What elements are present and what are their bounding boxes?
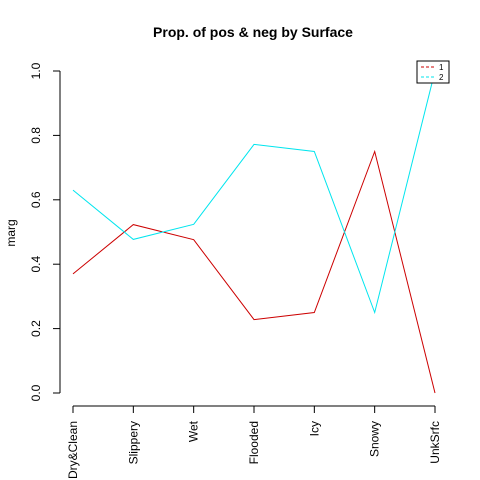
series-line-2 <box>72 70 436 315</box>
legend-label-2: 2 <box>439 73 444 82</box>
series-line-1 <box>72 149 436 394</box>
legend: 12 <box>416 60 450 84</box>
series-layer <box>72 70 436 394</box>
x-tick-label: Snowy <box>368 421 382 457</box>
x-tick-label: Flooded <box>247 421 261 464</box>
y-tick-label: 1.0 <box>29 62 43 79</box>
y-axis-label: marg <box>4 219 18 246</box>
legend-label-1: 1 <box>439 63 444 72</box>
x-tick-label: Wet <box>187 420 201 442</box>
y-tick-label: 0.6 <box>29 191 43 208</box>
y-tick-label: 0.8 <box>29 127 43 144</box>
x-tick-label: UnkSrfc <box>428 421 442 464</box>
x-axis: Dry&Clean Slippery Wet Flooded Icy Snowy UnkSr… <box>66 405 442 479</box>
y-tick-label: 0.2 <box>29 320 43 337</box>
y-axis: 0.0 0.2 0.4 0.6 0.8 1.0 <box>29 62 61 401</box>
y-tick-label: 0.4 <box>29 256 43 273</box>
legend-box <box>416 60 450 84</box>
x-tick-label: Icy <box>307 421 321 436</box>
chart-title: Prop. of pos & neg by Surface <box>153 24 353 40</box>
y-tick-label: 0.0 <box>29 384 43 401</box>
x-tick-label: Dry&Clean <box>66 421 80 479</box>
x-tick-label: Slippery <box>126 421 140 464</box>
